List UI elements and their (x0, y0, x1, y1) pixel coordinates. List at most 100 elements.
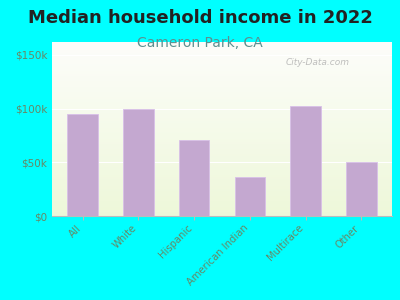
Bar (52, 52, 392, 54)
Bar (52, 124, 392, 125)
Bar (52, 190, 392, 192)
Bar (52, 68, 392, 70)
Bar (52, 204, 392, 206)
Bar (52, 192, 392, 194)
Bar (52, 125, 392, 127)
Bar (52, 79, 392, 80)
Bar (52, 122, 392, 124)
Bar (52, 70, 392, 72)
Bar (234, 177, 265, 216)
Bar (52, 44, 392, 46)
Bar (52, 133, 392, 134)
Bar (52, 188, 392, 190)
Bar (52, 91, 392, 92)
Bar (52, 73, 392, 75)
Bar (52, 186, 392, 188)
Bar (52, 150, 392, 152)
Bar (52, 141, 392, 143)
Bar (52, 174, 392, 176)
Bar (52, 115, 392, 117)
Bar (52, 183, 392, 185)
Bar (346, 162, 376, 216)
Bar (52, 87, 392, 89)
Bar (52, 199, 392, 200)
Bar (52, 117, 392, 118)
Bar (52, 101, 392, 103)
Bar (52, 160, 392, 162)
Bar (52, 127, 392, 129)
Bar (123, 109, 154, 216)
Bar (52, 157, 392, 159)
Bar (52, 113, 392, 115)
Bar (52, 89, 392, 91)
Bar (52, 166, 392, 167)
Bar (52, 181, 392, 183)
Bar (52, 103, 392, 105)
Bar (52, 51, 392, 52)
Bar (52, 106, 392, 108)
Bar (52, 134, 392, 136)
Bar (52, 146, 392, 148)
Bar (52, 202, 392, 204)
Bar (52, 96, 392, 98)
Bar (52, 185, 392, 186)
Bar (52, 56, 392, 58)
Bar (52, 155, 392, 157)
Bar (52, 98, 392, 99)
Bar (52, 145, 392, 146)
Bar (52, 152, 392, 153)
Bar (52, 49, 392, 51)
Bar (52, 108, 392, 110)
Bar (52, 118, 392, 120)
Text: Cameron Park, CA: Cameron Park, CA (137, 36, 263, 50)
Bar (52, 140, 392, 141)
Bar (52, 77, 392, 79)
Bar (52, 171, 392, 172)
Bar (52, 47, 392, 49)
Bar (52, 143, 392, 145)
Bar (52, 46, 392, 47)
Bar (52, 159, 392, 160)
Bar (52, 63, 392, 64)
Bar (52, 92, 392, 94)
Bar (52, 200, 392, 202)
Bar (52, 58, 392, 59)
Text: City-Data.com: City-Data.com (285, 58, 349, 68)
Bar (52, 61, 392, 63)
Bar (52, 162, 392, 164)
Bar (52, 153, 392, 155)
Bar (52, 42, 392, 44)
Bar (52, 59, 392, 61)
Bar (52, 195, 392, 197)
Bar (52, 64, 392, 66)
Bar (52, 120, 392, 122)
Bar (52, 169, 392, 171)
Bar (52, 66, 392, 68)
Bar (52, 138, 392, 140)
Bar (52, 94, 392, 96)
Bar (290, 106, 321, 216)
Bar (52, 167, 392, 169)
Bar (179, 140, 210, 216)
Bar (52, 207, 392, 209)
Bar (52, 110, 392, 112)
Bar (52, 84, 392, 85)
Bar (52, 148, 392, 150)
Bar (52, 164, 392, 166)
Bar (52, 176, 392, 178)
Bar (52, 54, 392, 56)
Bar (52, 75, 392, 77)
Bar (52, 178, 392, 179)
Text: Median household income in 2022: Median household income in 2022 (28, 9, 372, 27)
Bar (52, 82, 392, 84)
Bar (52, 197, 392, 199)
Bar (52, 214, 392, 216)
Bar (52, 136, 392, 138)
Bar (52, 99, 392, 101)
Bar (52, 206, 392, 207)
Bar (52, 172, 392, 174)
Bar (52, 212, 392, 214)
Bar (52, 209, 392, 211)
Bar (52, 105, 392, 106)
Bar (52, 211, 392, 212)
